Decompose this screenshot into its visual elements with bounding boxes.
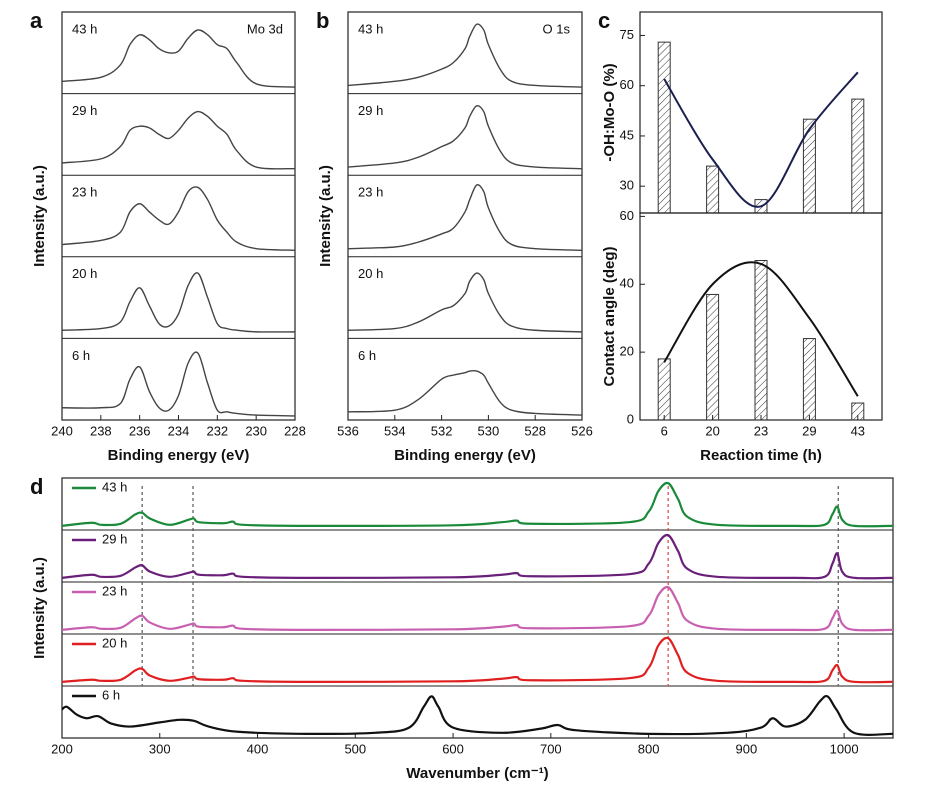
x-tick-label: 230 — [245, 423, 267, 438]
x-tick-label: 500 — [344, 741, 366, 756]
x-tick-label: 236 — [129, 423, 151, 438]
legend-label: 6 h — [102, 687, 120, 702]
x-tick-label: 6 — [661, 423, 668, 438]
row-label: 29 h — [358, 103, 383, 118]
x-tick-label: 43 — [851, 423, 865, 438]
x-axis-label: Wavenumber (cm⁻¹) — [406, 765, 548, 782]
spectrum-line — [61, 186, 296, 251]
x-tick-label: 900 — [736, 741, 758, 756]
bar — [851, 98, 865, 214]
spectrum-line — [61, 533, 894, 580]
y-axis-label: Intensity (a.u.) — [31, 557, 48, 659]
legend-label: 23 h — [102, 583, 127, 598]
fit-curve — [663, 261, 859, 397]
y-tick-label: 60 — [620, 77, 634, 92]
x-axis-label: Binding energy (eV) — [108, 447, 250, 464]
row-label: 6 h — [358, 348, 376, 363]
row-label: 43 h — [72, 21, 97, 36]
bar — [754, 260, 768, 421]
row-label: 43 h — [358, 21, 383, 36]
y-tick-label: 45 — [620, 127, 634, 142]
y-tick-label: 40 — [620, 276, 634, 291]
row-label: 20 h — [72, 266, 97, 281]
x-tick-label: 800 — [638, 741, 660, 756]
axes-frame — [347, 11, 583, 421]
row-label: 23 h — [358, 185, 383, 200]
spectrum-line — [61, 636, 894, 684]
x-tick-label: 536 — [337, 423, 359, 438]
fit-curve — [663, 71, 859, 208]
spectrum-line — [347, 23, 583, 88]
axes-frame — [61, 11, 296, 421]
panel-label: b — [316, 8, 329, 33]
y-tick-label: 75 — [620, 27, 634, 42]
x-tick-label: 240 — [51, 423, 73, 438]
spectrum-line — [347, 184, 583, 251]
x-tick-label: 238 — [90, 423, 112, 438]
x-tick-label: 528 — [524, 423, 546, 438]
x-tick-label: 23 — [754, 423, 768, 438]
x-axis-label: Binding energy (eV) — [394, 447, 536, 464]
bar — [802, 338, 816, 421]
y-tick-label: 60 — [620, 208, 634, 223]
bar — [706, 165, 720, 214]
x-tick-label: 232 — [206, 423, 228, 438]
spectrum-line — [347, 272, 583, 333]
y-axis-label: Intensity (a.u.) — [317, 165, 334, 267]
x-tick-label: 234 — [168, 423, 190, 438]
panel-label: a — [30, 8, 43, 33]
axes-frame — [61, 477, 894, 739]
x-tick-label: 300 — [149, 741, 171, 756]
panel-label: c — [598, 8, 610, 33]
x-tick-label: 700 — [540, 741, 562, 756]
x-tick-label: 29 — [802, 423, 816, 438]
bar — [657, 358, 671, 421]
legend-label: 29 h — [102, 531, 127, 546]
spectrum-line — [61, 351, 296, 417]
row-label: 29 h — [72, 103, 97, 118]
x-tick-label: 534 — [384, 423, 406, 438]
panel-label: d — [30, 474, 43, 499]
bar — [706, 293, 720, 421]
spectrum-line — [61, 29, 296, 88]
x-tick-label: 530 — [478, 423, 500, 438]
spectrum-line — [61, 694, 894, 736]
y-tick-label: 30 — [620, 178, 634, 193]
x-tick-label: 532 — [431, 423, 453, 438]
bar — [802, 118, 816, 214]
x-tick-label: 1000 — [830, 741, 859, 756]
y-axis-label: -OH:Mo-O (%) — [601, 63, 618, 161]
spectrum-line — [347, 369, 583, 416]
bar — [657, 41, 671, 214]
spectrum-line — [61, 585, 894, 632]
spectrum-line — [347, 105, 583, 170]
axes-frame — [639, 11, 883, 214]
y-axis-label: Contact angle (deg) — [601, 246, 618, 386]
x-tick-label: 400 — [247, 741, 269, 756]
row-label: 23 h — [72, 185, 97, 200]
spectrum-line — [61, 110, 296, 170]
spectrum-line — [61, 481, 894, 528]
legend-label: 20 h — [102, 635, 127, 650]
y-tick-label: 20 — [620, 344, 634, 359]
row-label: 20 h — [358, 266, 383, 281]
x-tick-label: 600 — [442, 741, 464, 756]
legend-label: 43 h — [102, 479, 127, 494]
annotation: O 1s — [543, 21, 571, 36]
y-tick-label: 0 — [627, 411, 634, 426]
annotation: Mo 3d — [247, 21, 283, 36]
x-tick-label: 526 — [571, 423, 593, 438]
spectrum-line — [61, 272, 296, 333]
x-tick-label: 228 — [284, 423, 306, 438]
x-tick-label: 20 — [705, 423, 719, 438]
y-axis-label: Intensity (a.u.) — [31, 165, 48, 267]
row-label: 6 h — [72, 348, 90, 363]
x-tick-label: 200 — [51, 741, 73, 756]
x-axis-label: Reaction time (h) — [700, 447, 822, 464]
